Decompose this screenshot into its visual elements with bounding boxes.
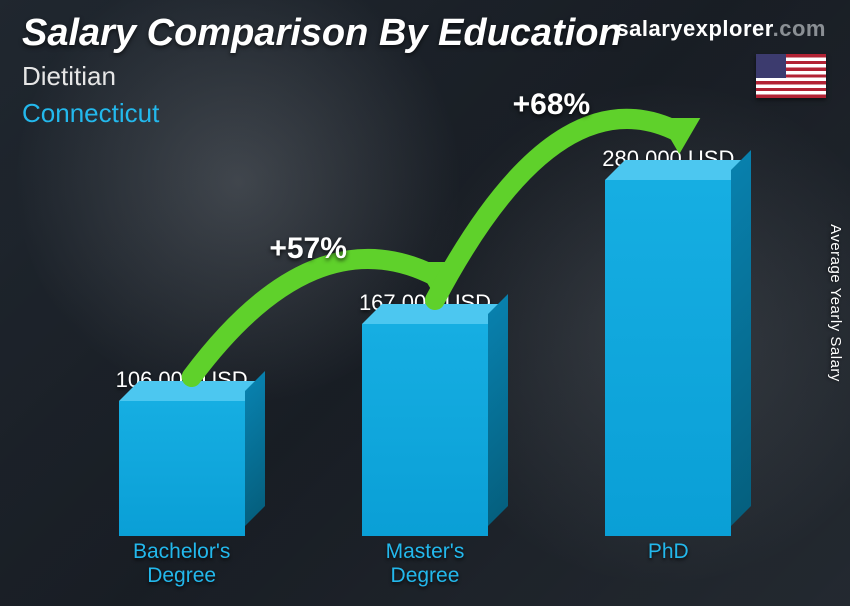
bar-wrap: 106,000 USD (97, 367, 267, 536)
flag-canton (756, 54, 786, 78)
bars-container: 106,000 USD167,000 USD280,000 USD (60, 150, 790, 536)
bar-chart: 106,000 USD167,000 USD280,000 USD Bachel… (60, 150, 790, 592)
x-axis-label: Bachelor'sDegree (97, 540, 267, 592)
bar-top-face (605, 160, 751, 180)
bar-top-face (362, 304, 508, 324)
bar-wrap: 167,000 USD (340, 290, 510, 536)
bar-wrap: 280,000 USD (583, 146, 753, 536)
brand-part1: salaryexplorer (616, 16, 772, 41)
x-labels-container: Bachelor'sDegree Master'sDegree PhD (60, 540, 790, 592)
bar (605, 180, 731, 536)
bar-side-face (245, 371, 265, 526)
bar-side-face (731, 150, 751, 526)
bar-front-face (119, 401, 245, 536)
x-axis-label: Master'sDegree (340, 540, 510, 592)
page-title: Salary Comparison By Education (22, 12, 622, 55)
y-axis-label: Average Yearly Salary (827, 224, 844, 382)
bar-front-face (605, 180, 731, 536)
brand-logo: salaryexplorer.com (616, 16, 826, 42)
flag-icon (756, 54, 826, 98)
title-block: Salary Comparison By Education Dietitian… (22, 12, 622, 129)
x-axis-label: PhD (583, 540, 753, 592)
subtitle-location: Connecticut (22, 98, 622, 129)
infographic-root: Salary Comparison By Education Dietitian… (0, 0, 850, 606)
bar (119, 401, 245, 536)
bar (362, 324, 488, 536)
bar-side-face (488, 294, 508, 526)
bar-front-face (362, 324, 488, 536)
brand-part2: .com (773, 16, 826, 41)
bar-top-face (119, 381, 265, 401)
subtitle-profession: Dietitian (22, 61, 622, 92)
